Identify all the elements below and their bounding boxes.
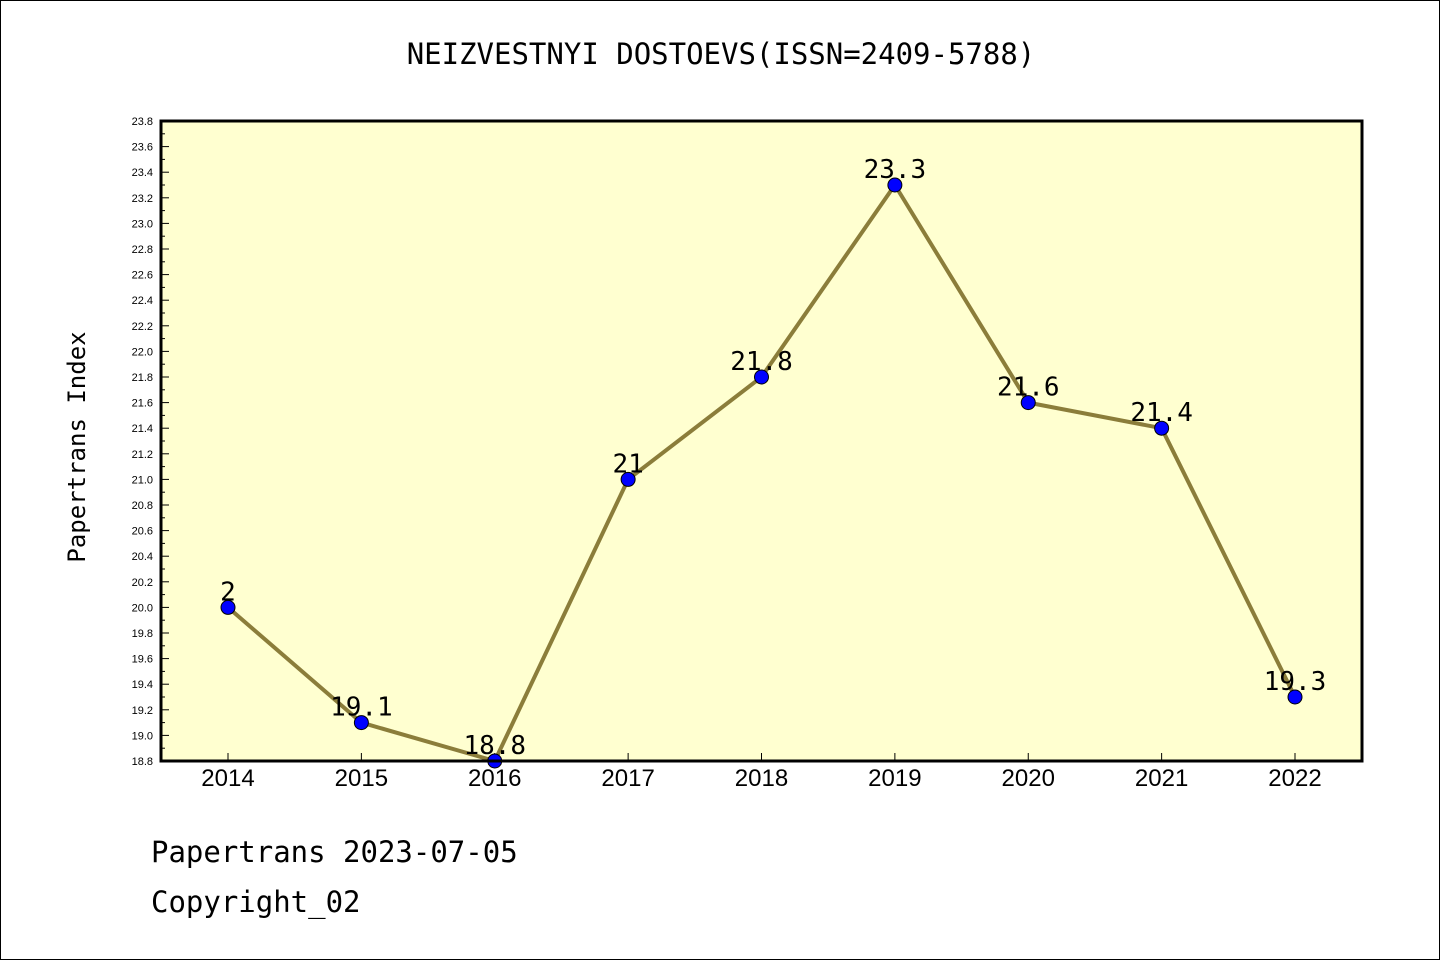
x-tick-label: 2015: [335, 765, 388, 792]
x-tick-label: 2017: [601, 765, 654, 792]
y-tick-label: 21.4: [132, 423, 153, 435]
data-label: 21.8: [730, 347, 793, 377]
data-point: [1287, 689, 1303, 705]
chart-title: NEIZVESTNYI DOSTOEVS(ISSN=2409-5788): [406, 37, 1036, 71]
y-tick-label: 22.2: [132, 321, 153, 333]
y-tick-label: 23.8: [132, 116, 153, 128]
y-tick-label: 23.2: [132, 193, 153, 205]
x-tick-label: 2020: [1002, 765, 1055, 792]
x-tick-label: 2019: [868, 765, 921, 792]
y-tick-label: 21.6: [132, 398, 153, 410]
data-label: 21.4: [1130, 398, 1193, 428]
y-tick-label: 20.0: [132, 602, 153, 614]
series-layer: 2 19.1 18.8 21 21.8 23.3 21.6 21.4 19.3: [220, 155, 1327, 769]
y-tick-label: 22.8: [132, 244, 153, 256]
y-tick-label: 19.4: [132, 679, 153, 691]
y-tick-label: 21.8: [132, 372, 153, 384]
plot-border: [159, 119, 1364, 763]
x-tick-label: 2014: [201, 765, 254, 792]
data-point: [1020, 395, 1036, 411]
data-label: 23.3: [864, 155, 927, 185]
y-tick-label: 21.2: [132, 449, 153, 461]
data-label: 18.8: [463, 731, 526, 761]
y-tick-label: 20.4: [132, 551, 153, 563]
x-tick-label: 2022: [1268, 765, 1321, 792]
data-point: [353, 715, 369, 731]
y-tick-label: 19.2: [132, 705, 153, 717]
data-point: [220, 599, 236, 615]
x-tick-label: 2018: [735, 765, 788, 792]
x-axis: 2014 2015 2016 2017 2018 2019 2020 2021 2022: [201, 753, 1322, 792]
data-point: [887, 177, 903, 193]
y-tick-label: 23.0: [132, 218, 153, 230]
y-tick-label: 20.8: [132, 500, 153, 512]
plot-area: [161, 121, 1362, 761]
y-tick-label: 19.0: [132, 730, 153, 742]
y-tick-label: 22.6: [132, 270, 153, 282]
data-point: [754, 369, 769, 385]
y-axis: 18.8 19.0 19.2 19.4 19.6 19.8 20.0 20.2 20.4 20.6…: [132, 116, 169, 768]
footer-date: Papertrans 2023-07-05: [151, 835, 518, 869]
y-tick-label: 19.6: [132, 654, 153, 666]
y-tick-label: 23.6: [132, 142, 153, 154]
data-label: 19.1: [330, 693, 393, 723]
data-point: [620, 471, 636, 487]
x-tick-label: 2021: [1135, 765, 1188, 792]
data-point: [1154, 420, 1170, 436]
y-tick-label: 20.6: [132, 526, 153, 538]
y-tick-label: 22.0: [132, 346, 153, 358]
y-tick-label: 20.2: [132, 577, 153, 589]
data-label: 21.6: [997, 373, 1060, 403]
x-tick-label: 2016: [468, 765, 521, 792]
y-tick-label: 21.0: [132, 474, 153, 486]
data-label: 21: [612, 449, 643, 479]
data-label: 19.3: [1264, 667, 1327, 697]
y-tick-label: 18.8: [132, 756, 153, 768]
footer-copyright: Copyright_02: [151, 885, 361, 919]
data-label: 2: [220, 577, 236, 607]
y-tick-label: 22.4: [132, 295, 153, 307]
y-tick-label: 23.4: [132, 167, 153, 179]
y-tick-label: 19.8: [132, 628, 153, 640]
